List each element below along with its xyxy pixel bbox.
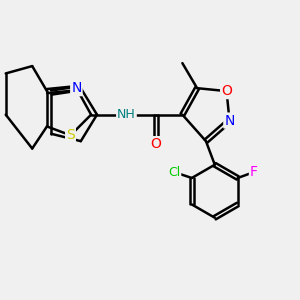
Text: NH: NH xyxy=(117,108,136,121)
Text: N: N xyxy=(224,114,235,128)
Text: Cl: Cl xyxy=(168,166,180,178)
Text: O: O xyxy=(151,137,161,151)
Text: O: O xyxy=(221,84,232,98)
Text: F: F xyxy=(250,165,258,179)
Text: N: N xyxy=(71,81,82,95)
Text: S: S xyxy=(66,128,75,142)
